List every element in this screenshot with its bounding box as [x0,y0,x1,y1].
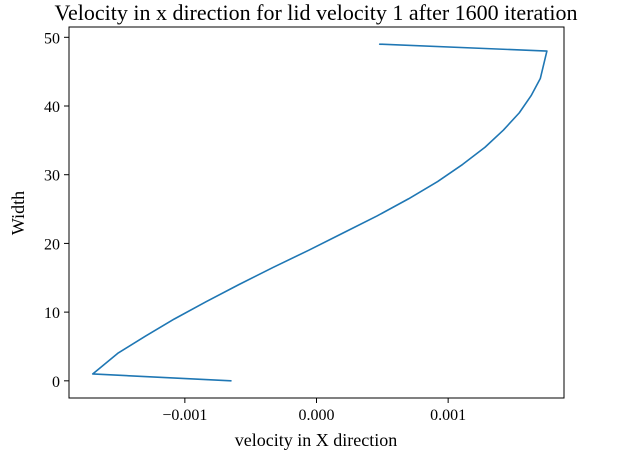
series-line-0 [91,43,548,382]
y-axis: 0 10 20 30 40 50 [44,30,69,391]
y-tick-label: 10 [44,305,60,322]
y-tick-label: 0 [52,374,60,391]
y-tick-label: 20 [44,236,60,253]
x-tick-label: −0.001 [162,407,207,424]
x-axis: −0.001 0.000 0.001 [162,398,466,424]
x-tick-label: 0.001 [430,407,466,424]
x-axis-label: velocity in X direction [235,430,397,450]
plot-area [91,43,548,382]
y-tick-label: 50 [44,30,60,47]
y-tick-label: 30 [44,168,60,185]
x-tick-label: 0.000 [299,407,335,424]
plot-frame [68,26,565,399]
y-axis-label: Width [8,191,28,235]
chart-title: Velocity in x direction for lid velocity… [55,0,578,25]
y-tick-label: 40 [44,99,60,116]
